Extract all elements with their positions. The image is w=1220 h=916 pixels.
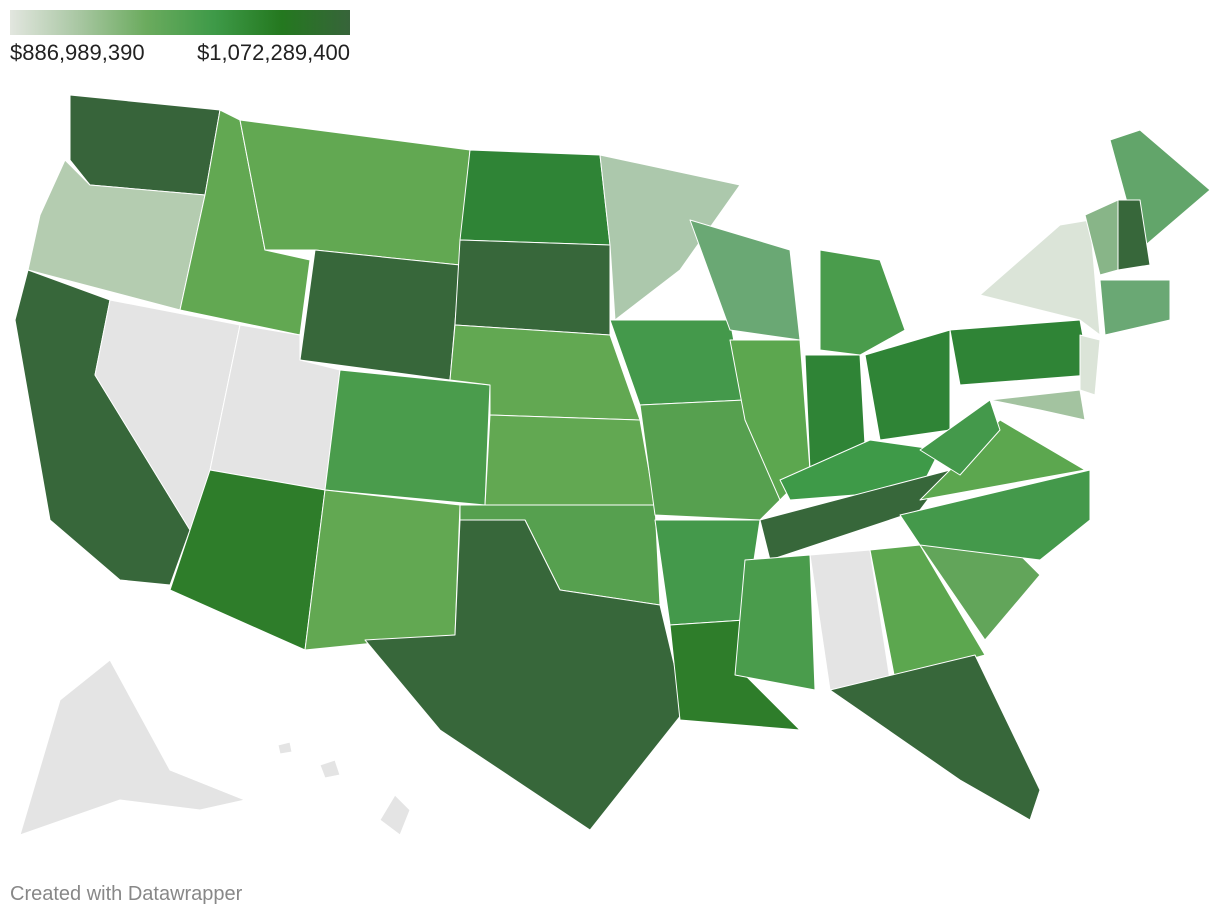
state bbox=[1079, 334, 1101, 396]
legend-gradient bbox=[10, 10, 350, 35]
state bbox=[304, 489, 461, 651]
state bbox=[949, 319, 1091, 386]
state bbox=[599, 154, 741, 321]
state bbox=[364, 519, 686, 831]
state bbox=[979, 219, 1101, 336]
state bbox=[299, 249, 461, 381]
legend-min-label: $886,989,390 bbox=[10, 40, 145, 65]
state bbox=[919, 399, 1001, 476]
state bbox=[899, 469, 1091, 561]
state bbox=[379, 794, 411, 836]
state bbox=[454, 239, 611, 336]
state bbox=[989, 389, 1086, 421]
legend: $886,989,390 $1,072,289,400 bbox=[10, 10, 350, 65]
state bbox=[734, 554, 816, 691]
state bbox=[277, 741, 293, 755]
state bbox=[1084, 199, 1119, 276]
state bbox=[829, 654, 1041, 821]
state bbox=[19, 659, 246, 836]
legend-max-label: $1,072,289,400 bbox=[197, 40, 350, 65]
state bbox=[1099, 279, 1171, 336]
state bbox=[459, 149, 611, 246]
us-states bbox=[14, 94, 1211, 836]
state bbox=[864, 329, 951, 441]
state bbox=[869, 544, 986, 681]
state bbox=[69, 94, 221, 196]
state bbox=[239, 119, 471, 266]
state bbox=[319, 759, 341, 779]
state bbox=[484, 414, 656, 506]
state bbox=[819, 249, 906, 356]
credit: Created with Datawrapper bbox=[10, 883, 243, 905]
state bbox=[639, 399, 781, 521]
state bbox=[324, 369, 491, 506]
